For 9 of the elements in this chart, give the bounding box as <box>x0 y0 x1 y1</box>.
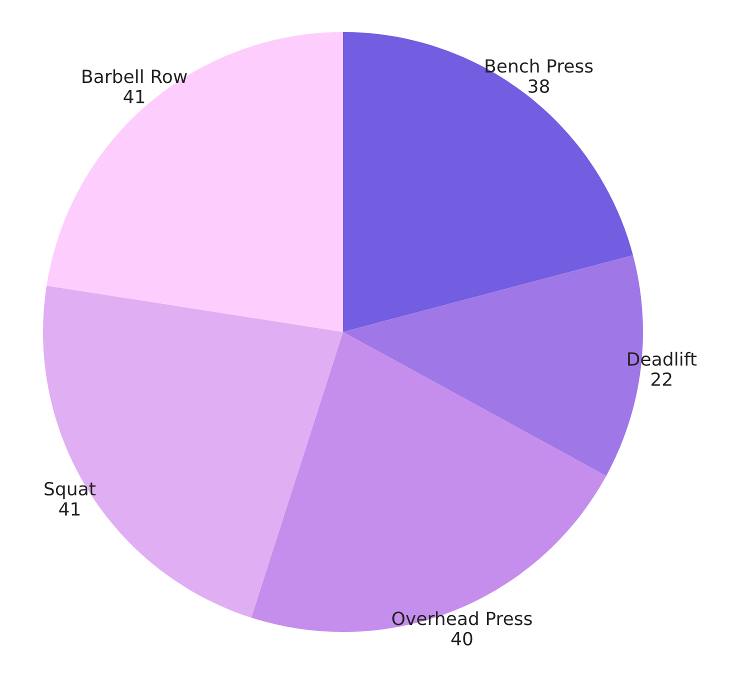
data-label: 41 <box>124 90 144 104</box>
slice-label: Overhead Press <box>392 611 532 626</box>
slice-label: Squat <box>44 482 96 500</box>
data-label: 40 <box>451 632 472 646</box>
data-label: 38 <box>528 79 550 93</box>
data-label: 41 <box>59 502 80 516</box>
data-label: 22 <box>651 372 672 386</box>
slice-label: Bench Press <box>486 58 593 73</box>
slice-label: Barbell Row <box>82 69 187 84</box>
